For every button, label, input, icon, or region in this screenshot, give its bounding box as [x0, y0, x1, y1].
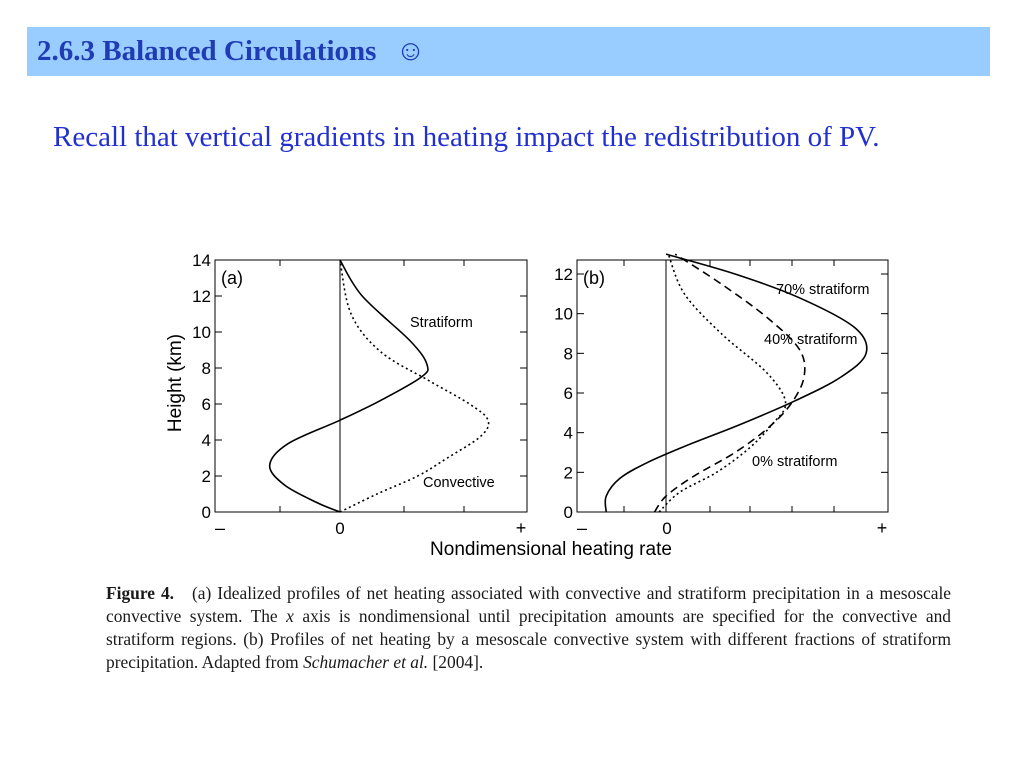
- series-line-40-stratiform: [653, 253, 806, 513]
- panel-label: (b): [583, 268, 605, 288]
- y-tick-label: 6: [564, 384, 573, 403]
- y-tick-label: 4: [202, 431, 211, 450]
- caption-part2: axis is nondimensional until precipitati…: [106, 606, 951, 672]
- x-axis-label: Nondimensional heating rate: [430, 539, 672, 560]
- y-tick-label: 10: [192, 323, 211, 342]
- y-tick-label: 6: [202, 395, 211, 414]
- series-line-stratiform: [268, 259, 429, 513]
- title-bar: 2.6.3 Balanced Circulations ☺: [27, 27, 990, 76]
- y-tick-label: 12: [554, 265, 573, 284]
- y-axis-label: Height (km): [165, 334, 186, 432]
- x-tick-label: +: [516, 518, 527, 538]
- caption-authors: Schumacher et al.: [303, 652, 429, 672]
- series-label: 0% stratiform: [752, 454, 837, 470]
- series-line-0-stratiform: [658, 253, 787, 513]
- y-tick-label: 4: [564, 424, 573, 443]
- x-tick-label: 0: [335, 519, 344, 538]
- x-tick-label: +: [877, 518, 888, 538]
- y-tick-label: 12: [192, 287, 211, 306]
- chart-annotations: Height (km) Nondimensional heating rate: [165, 334, 672, 560]
- figure-caption: Figure 4. (a) Idealized profiles of net …: [106, 582, 951, 674]
- slide-title-text: 2.6.3 Balanced Circulations: [37, 35, 377, 67]
- y-tick-label: 2: [564, 463, 573, 482]
- caption-year: [2004].: [432, 652, 484, 672]
- slide-title: 2.6.3 Balanced Circulations ☺: [37, 35, 425, 68]
- series-line-70-stratiform: [604, 253, 868, 513]
- series-line-convective: [339, 259, 490, 513]
- series-label: Convective: [423, 475, 495, 491]
- y-tick-label: 14: [192, 251, 211, 270]
- y-tick-label: 8: [202, 359, 211, 378]
- plot-frame: [214, 259, 528, 513]
- caption-label: Figure 4.: [106, 583, 174, 603]
- panel-label: (a): [221, 268, 243, 288]
- x-tick-label: 0: [662, 519, 671, 538]
- smiley-icon: ☺: [395, 35, 426, 67]
- y-tick-label: 10: [554, 305, 573, 324]
- caption-part1: (a) Idealized profiles of net heating as…: [106, 583, 952, 626]
- series-label: 70% stratiform: [776, 282, 869, 298]
- plot-frame: [576, 259, 889, 513]
- x-tick-label: –: [215, 518, 225, 538]
- x-tick-label: –: [577, 518, 587, 538]
- caption-x-var: x: [286, 606, 294, 626]
- series-label: Stratiform: [410, 315, 473, 331]
- y-tick-label: 0: [202, 503, 211, 522]
- intro-text: Recall that vertical gradients in heatin…: [53, 121, 880, 153]
- y-tick-label: 0: [564, 503, 573, 522]
- series-label: 40% stratiform: [764, 332, 857, 348]
- y-tick-label: 2: [202, 467, 211, 486]
- y-tick-label: 8: [564, 344, 573, 363]
